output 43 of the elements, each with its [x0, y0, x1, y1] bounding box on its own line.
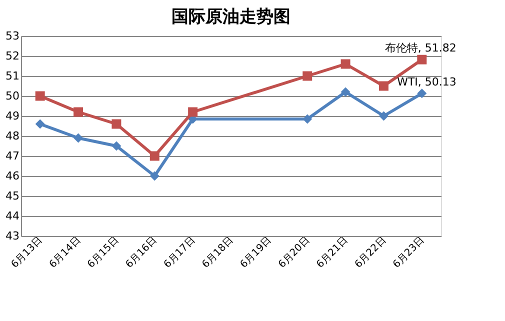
point — [417, 88, 427, 98]
point — [340, 59, 350, 69]
point — [150, 171, 160, 181]
point — [378, 111, 388, 121]
x-tick-label: 6月18日 — [200, 234, 236, 270]
x-tick-label: 6月15日 — [86, 234, 122, 270]
point — [150, 151, 160, 161]
point — [35, 119, 45, 129]
x-tick-label: 6月21日 — [314, 234, 350, 270]
y-tick-label: 53 — [6, 30, 20, 42]
y-tick-label: 43 — [6, 230, 20, 242]
x-tick-label: 6月23日 — [391, 234, 427, 270]
y-tick-label: 45 — [6, 190, 20, 202]
data-label: , 51.82 — [418, 42, 456, 55]
x-tick-label: 6月17日 — [162, 234, 198, 270]
point — [35, 91, 45, 101]
data-label: , 50.13 — [418, 75, 456, 88]
y-tick-label: 48 — [6, 130, 20, 142]
y-tick-label: 50 — [6, 90, 20, 102]
chart-title: 国际原油走势图 — [172, 7, 290, 27]
y-tick-label: 47 — [6, 150, 20, 162]
y-tick-label: 52 — [6, 50, 20, 62]
point — [74, 107, 84, 117]
x-tick-label: 6月14日 — [48, 234, 84, 270]
x-tick-label: 6月19日 — [238, 234, 274, 270]
series-label: WTI — [397, 75, 418, 88]
point — [112, 119, 122, 129]
point — [112, 141, 122, 151]
x-tick-label: 6月22日 — [353, 234, 388, 270]
series-label: 布伦特 — [384, 42, 418, 55]
point — [188, 107, 198, 117]
point — [340, 87, 350, 97]
y-tick-label: 49 — [6, 110, 20, 122]
x-tick-label: 6月16日 — [124, 234, 160, 270]
y-tick-label: 51 — [6, 70, 20, 82]
x-tick-label: 6月20日 — [276, 234, 312, 270]
point — [302, 71, 312, 81]
point — [378, 81, 388, 91]
point — [302, 114, 312, 124]
y-tick-label: 46 — [6, 170, 20, 182]
y-tick-label: 44 — [6, 210, 20, 222]
point — [74, 133, 84, 143]
point — [417, 54, 427, 64]
